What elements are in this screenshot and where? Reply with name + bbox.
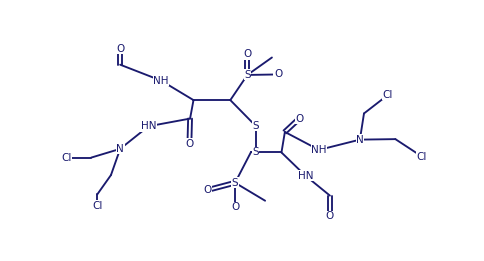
Text: Cl: Cl [92, 201, 103, 211]
Text: S: S [252, 147, 259, 157]
Text: N: N [356, 135, 364, 145]
Text: S: S [232, 178, 239, 188]
Text: O: O [185, 139, 194, 149]
Text: O: O [295, 114, 303, 124]
Text: NH: NH [153, 76, 169, 86]
Text: HN: HN [298, 171, 313, 181]
Text: S: S [252, 121, 259, 131]
Text: HN: HN [141, 121, 156, 131]
Text: O: O [116, 44, 124, 54]
Text: O: O [274, 69, 282, 79]
Text: Cl: Cl [383, 90, 393, 100]
Text: O: O [231, 202, 239, 212]
Text: NH: NH [311, 145, 327, 155]
Text: Cl: Cl [61, 153, 72, 163]
Text: N: N [116, 144, 124, 154]
Text: S: S [244, 70, 251, 80]
Text: O: O [204, 185, 212, 195]
Text: O: O [243, 49, 252, 60]
Text: Cl: Cl [417, 152, 427, 162]
Text: O: O [326, 211, 334, 221]
